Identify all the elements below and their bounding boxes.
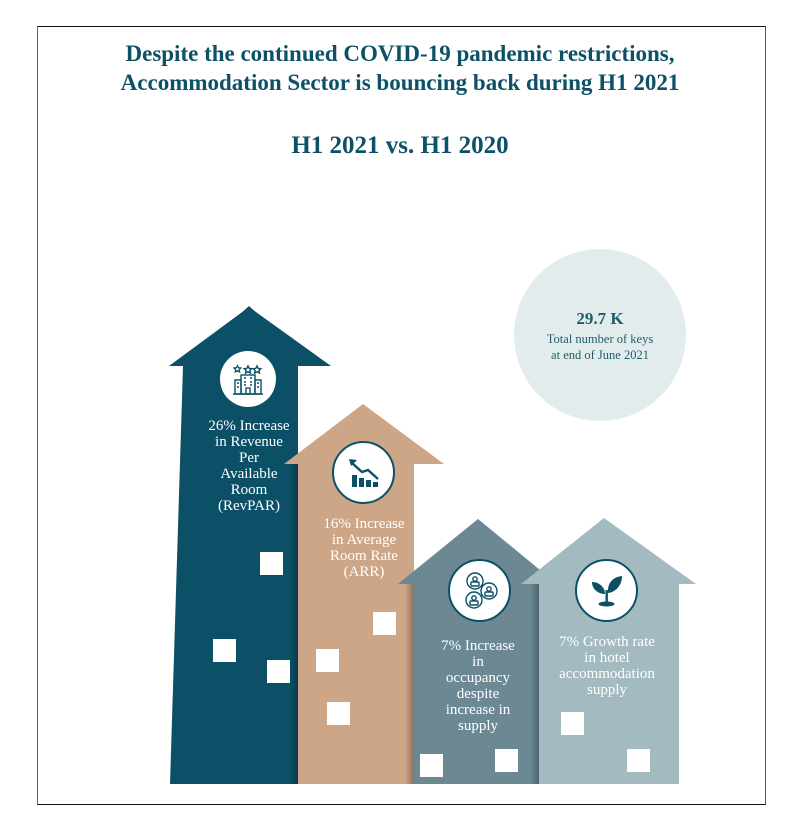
label-line: 7% Increase [441, 638, 515, 654]
label-line: Available [220, 466, 278, 482]
label-line: Room [230, 482, 268, 498]
label-line: in Average [331, 532, 397, 548]
window [213, 639, 236, 662]
label-line: 26% Increase [208, 418, 290, 434]
window [327, 702, 350, 725]
hotel-building-icon [220, 351, 276, 407]
infographic-frame [37, 26, 766, 805]
window [627, 749, 650, 772]
house-arr-roof [284, 404, 444, 464]
house-supply-roof [521, 518, 696, 584]
label-line: supply [457, 718, 498, 734]
label-line: 7% Growth rate [559, 634, 655, 650]
label-line: increase in [445, 702, 511, 718]
label-line: (ARR) [343, 564, 385, 580]
windows [213, 552, 650, 777]
window [260, 552, 283, 575]
page-title: Despite the continued COVID-19 pandemic … [0, 39, 800, 97]
people-network-icon [448, 559, 511, 622]
label-line: occupancy [445, 670, 511, 686]
window [420, 754, 443, 777]
house-revpar-label: 26% Increase in Revenue Per Available Ro… [183, 418, 315, 514]
label-line: (RevPAR) [218, 498, 280, 514]
label-line: Room Rate [330, 548, 398, 564]
label-line: in [472, 654, 484, 670]
label-line: supply [586, 682, 627, 698]
house-arr-shadow [290, 464, 300, 784]
total-keys-label-line-2: at end of June 2021 [551, 348, 649, 362]
label-line: despite [456, 686, 500, 702]
house-supply-shadow [531, 584, 541, 784]
total-keys-value: 29.7 K [576, 309, 624, 328]
bar-chart-arrow-icon [332, 441, 395, 504]
house-supply-label: 7% Growth rate in hotel accommodation su… [538, 634, 676, 698]
house-arr-body [298, 463, 414, 784]
label-line: in Revenue [215, 434, 283, 450]
total-keys-label-line-1: Total number of keys [546, 332, 654, 346]
house-arr-label: 16% Increase in Average Room Rate (ARR) [298, 516, 430, 580]
total-keys-label: Total number of keys at end of June 2021 [514, 331, 686, 363]
plant-sprout-icon [575, 559, 638, 622]
window [561, 712, 584, 735]
total-keys-circle: 29.7 K Total number of keys at end of Ju… [514, 249, 686, 421]
house-occupancy-label: 7% Increase in occupancy despite increas… [410, 638, 546, 734]
label-line: Per [239, 450, 259, 466]
house-occupancy-shadow [405, 584, 415, 784]
label-line: in hotel [584, 650, 630, 666]
window [495, 749, 518, 772]
title-line-2: Accommodation Sector is bouncing back du… [120, 70, 680, 95]
window [316, 649, 339, 672]
house-occupancy-roof [398, 519, 557, 584]
window [373, 612, 396, 635]
label-line: accommodation [559, 666, 655, 682]
page-subtitle: H1 2021 vs. H1 2020 [291, 132, 509, 159]
window [267, 660, 290, 683]
house-revpar-roof [169, 307, 331, 366]
title-line-1: Despite the continued COVID-19 pandemic … [125, 41, 675, 66]
label-line: 16% Increase [323, 516, 405, 532]
